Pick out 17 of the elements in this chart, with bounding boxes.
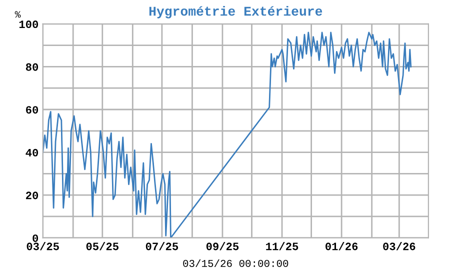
x-tick-label: 03/25 (26, 242, 59, 250)
y-tick-label: 20 (26, 192, 38, 200)
chart-title: Hygrométrie Extérieure (149, 6, 322, 18)
x-tick-label: 01/26 (326, 242, 358, 250)
y-tick-label: 80 (26, 63, 38, 71)
y-tick-label: 100 (19, 20, 38, 28)
y-tick-label: 0 (32, 234, 38, 242)
line-series (42, 32, 412, 238)
x-tick-label: 07/25 (146, 242, 178, 250)
x-tick-label: 09/25 (206, 242, 239, 250)
x-tick-label: 11/25 (266, 242, 298, 250)
x-axis-title: 03/15/26 00:00:00 (183, 259, 288, 267)
x-tick-label: 05/25 (86, 242, 118, 250)
y-tick-label: 60 (26, 106, 38, 114)
y-axis-title: % (14, 11, 21, 18)
x-tick-label: 03/26 (383, 242, 416, 250)
y-tick-label: 40 (26, 148, 38, 156)
